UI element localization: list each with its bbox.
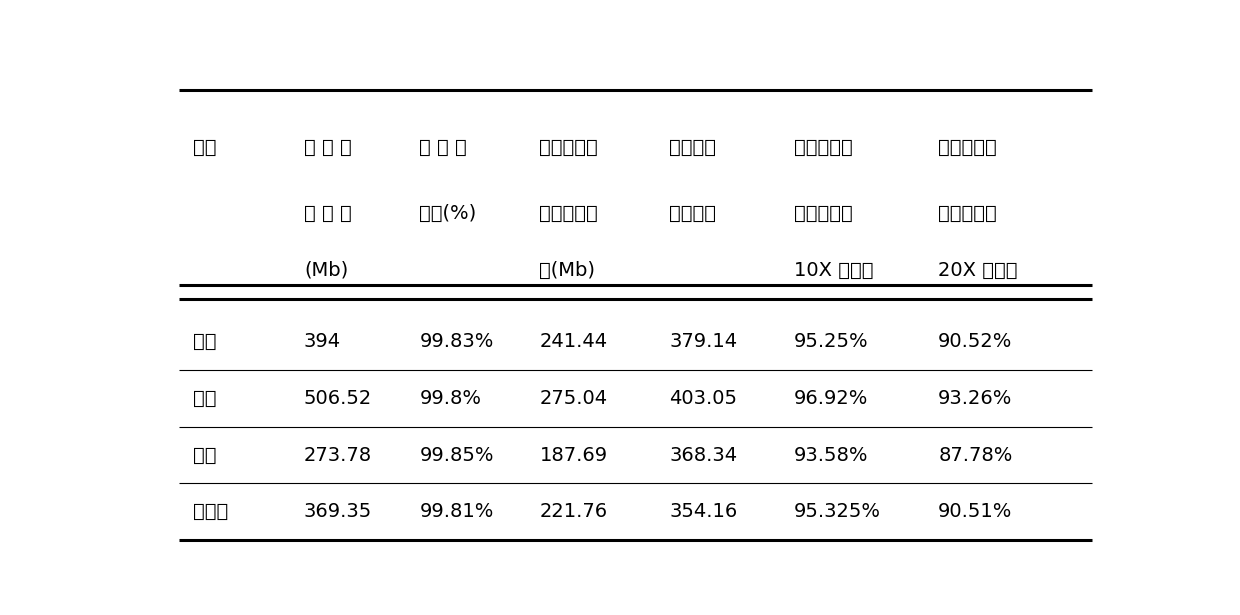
Text: 369.35: 369.35 — [304, 502, 372, 522]
Text: 99.85%: 99.85% — [419, 445, 494, 464]
Text: 序深度大于: 序深度大于 — [794, 204, 853, 223]
Text: 效测序数据: 效测序数据 — [539, 204, 598, 223]
Text: 87.78%: 87.78% — [939, 445, 1013, 464]
Text: 20X 的比例: 20X 的比例 — [939, 261, 1018, 280]
Text: 10X 的比例: 10X 的比例 — [794, 261, 873, 280]
Text: 最大: 最大 — [193, 389, 217, 408]
Text: 中位数: 中位数 — [193, 502, 228, 522]
Text: 量(Mb): 量(Mb) — [539, 261, 595, 280]
Text: 类别: 类别 — [193, 138, 217, 157]
Text: 241.44: 241.44 — [539, 332, 608, 351]
Text: 394: 394 — [304, 332, 341, 351]
Text: 379.14: 379.14 — [670, 332, 738, 351]
Text: 506.52: 506.52 — [304, 389, 372, 408]
Text: 序深度大于: 序深度大于 — [939, 204, 997, 223]
Text: 221.76: 221.76 — [539, 502, 608, 522]
Text: 序 数 据: 序 数 据 — [304, 204, 352, 223]
Text: 96.92%: 96.92% — [794, 389, 868, 408]
Text: 目标区域有: 目标区域有 — [539, 138, 598, 157]
Text: 比 对 百: 比 对 百 — [419, 138, 467, 157]
Text: 平均: 平均 — [193, 332, 217, 351]
Text: 分比(%): 分比(%) — [419, 204, 476, 223]
Text: 275.04: 275.04 — [539, 389, 608, 408]
Text: 90.51%: 90.51% — [939, 502, 1013, 522]
Text: 93.58%: 93.58% — [794, 445, 868, 464]
Text: 95.325%: 95.325% — [794, 502, 882, 522]
Text: 368.34: 368.34 — [670, 445, 738, 464]
Text: 目标区域测: 目标区域测 — [939, 138, 997, 157]
Text: 403.05: 403.05 — [670, 389, 737, 408]
Text: 干 净 测: 干 净 测 — [304, 138, 352, 157]
Text: 187.69: 187.69 — [539, 445, 608, 464]
Text: 93.26%: 93.26% — [939, 389, 1013, 408]
Text: 99.83%: 99.83% — [419, 332, 494, 351]
Text: 目标区域: 目标区域 — [670, 138, 717, 157]
Text: 目标区域测: 目标区域测 — [794, 138, 853, 157]
Text: 99.81%: 99.81% — [419, 502, 494, 522]
Text: 95.25%: 95.25% — [794, 332, 869, 351]
Text: 273.78: 273.78 — [304, 445, 372, 464]
Text: 99.8%: 99.8% — [419, 389, 481, 408]
Text: 354.16: 354.16 — [670, 502, 738, 522]
Text: 最小: 最小 — [193, 445, 217, 464]
Text: (Mb): (Mb) — [304, 261, 348, 280]
Text: 测序深度: 测序深度 — [670, 204, 717, 223]
Text: 90.52%: 90.52% — [939, 332, 1013, 351]
